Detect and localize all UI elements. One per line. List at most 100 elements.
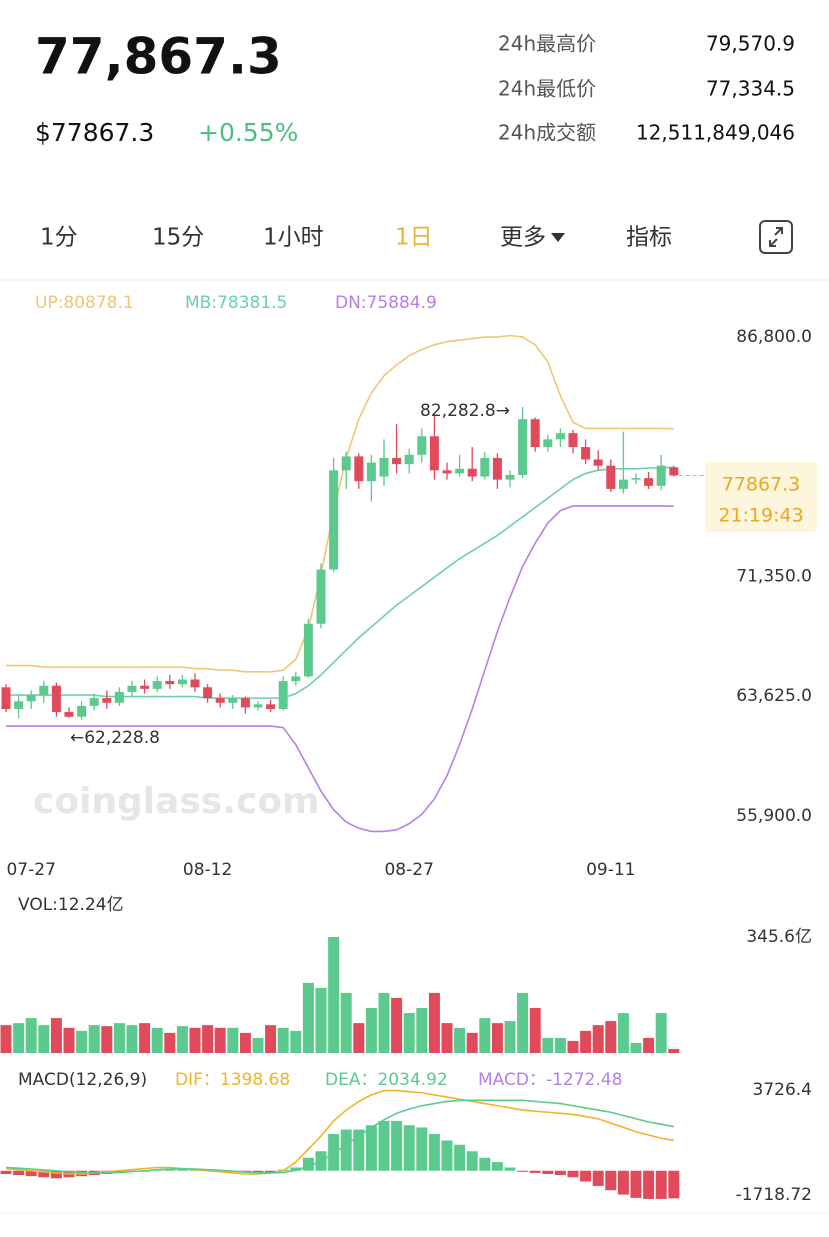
legend-entry: MACD：-1272.48 (478, 1070, 622, 1090)
candle-body (39, 685, 49, 696)
volume-bar (630, 1042, 642, 1053)
candle-body (656, 465, 666, 486)
volume-bar (416, 1008, 428, 1053)
candle-body (480, 457, 490, 477)
volume-bar (252, 1037, 264, 1053)
band-line (6, 466, 674, 699)
volume-bar (605, 1021, 617, 1053)
volume-bar (517, 992, 529, 1053)
volume-bar (139, 1023, 151, 1053)
macd-bar (265, 1170, 277, 1173)
macd-bar (441, 1140, 453, 1171)
macd-bar (365, 1125, 377, 1171)
candle-body (442, 470, 452, 474)
volume-bar (126, 1025, 138, 1053)
volume-bar (0, 1025, 12, 1053)
tab[interactable]: 更多 (500, 225, 546, 251)
volume-bar (428, 992, 440, 1053)
macd-bar (13, 1170, 25, 1176)
change: +0.55% (198, 118, 298, 147)
candle-body (127, 685, 137, 692)
candle-body (618, 479, 628, 489)
volume-bar (88, 1025, 100, 1053)
tab[interactable]: 1小时 (263, 225, 324, 251)
annotation: 82,282.8→ (420, 401, 510, 421)
candle-body (26, 695, 36, 702)
tab[interactable]: 1日 (395, 225, 433, 251)
candle-body (316, 569, 326, 624)
macd-bar (554, 1170, 566, 1176)
candle-body (366, 462, 376, 482)
volume-bar (643, 1037, 655, 1053)
tab[interactable]: 指标 (626, 225, 672, 251)
volume-bar (542, 1037, 554, 1053)
volume-bar (529, 1008, 541, 1053)
volume-bar (378, 992, 390, 1053)
macd-bar (529, 1170, 541, 1173)
y-tick-label: 55,900.0 (736, 806, 812, 826)
stat-value: 79,570.9 (706, 32, 795, 56)
volume-bar (113, 1023, 125, 1053)
macd-bar (542, 1170, 554, 1175)
legend-entry: DIF：1398.68 (175, 1070, 290, 1090)
y-tick-label: 63,625.0 (736, 686, 812, 706)
macd-bar (479, 1157, 491, 1171)
volume-bar (151, 1027, 163, 1053)
volume-bar (202, 1025, 214, 1053)
candle-body (593, 459, 603, 466)
fullscreen-icon[interactable] (759, 220, 793, 254)
countdown: 21:19:43 (718, 505, 803, 527)
volume-bar (239, 1032, 251, 1053)
candle-body (266, 704, 276, 709)
candle-body (669, 467, 679, 476)
price: 77,867.3 (35, 28, 282, 86)
volume-bar (403, 1013, 415, 1053)
y-tick-label: 86,800.0 (736, 327, 812, 347)
volume-bar (290, 1030, 302, 1053)
x-tick-label: 08-27 (384, 860, 433, 880)
candle-body (505, 474, 515, 480)
candle-body (379, 457, 389, 477)
macd-bar (617, 1170, 629, 1195)
volume-bar (189, 1027, 201, 1053)
volume-bar (504, 1021, 516, 1053)
volume-bar (441, 1023, 453, 1053)
usd-price: $77867.3 (35, 118, 154, 147)
y-tick-label: 345.6亿 (746, 927, 812, 947)
stat-label: 24h成交额 (498, 121, 596, 145)
macd-bar (491, 1162, 503, 1171)
legend-entry: DEA：2034.92 (325, 1070, 448, 1090)
legend-entry: UP:80878.1 (35, 293, 134, 313)
candle-body (291, 676, 301, 682)
chart-title: MACD(12,26,9) (18, 1070, 147, 1090)
candle-body (341, 456, 351, 471)
macd-bar (567, 1170, 579, 1178)
tab[interactable]: 1分 (40, 225, 78, 251)
annotation: ←62,228.8 (70, 728, 160, 748)
chart-title: VOL:12.24亿 (18, 895, 124, 915)
candle-body (417, 436, 427, 455)
candle-body (606, 465, 616, 489)
volume-bar (328, 937, 340, 1053)
stat-label: 24h最低价 (498, 77, 596, 101)
candle-body (518, 419, 528, 475)
candle-body (278, 681, 288, 709)
candle-body (581, 447, 591, 460)
candle-body (190, 679, 200, 688)
x-tick-label: 08-12 (183, 860, 232, 880)
candle-body (14, 701, 24, 709)
macd-bar (328, 1133, 340, 1171)
candle-body (165, 681, 175, 685)
volume-bar (277, 1027, 289, 1053)
macd-bar (416, 1127, 428, 1171)
band-line (6, 505, 674, 833)
volume-bar (479, 1018, 491, 1053)
macd-bar (668, 1170, 680, 1199)
tab[interactable]: 15分 (152, 225, 204, 251)
candle-body (77, 705, 87, 717)
macd-bar (50, 1170, 62, 1179)
volume-bar (592, 1025, 604, 1053)
candle-body (530, 419, 540, 448)
volume-bar (365, 1008, 377, 1053)
